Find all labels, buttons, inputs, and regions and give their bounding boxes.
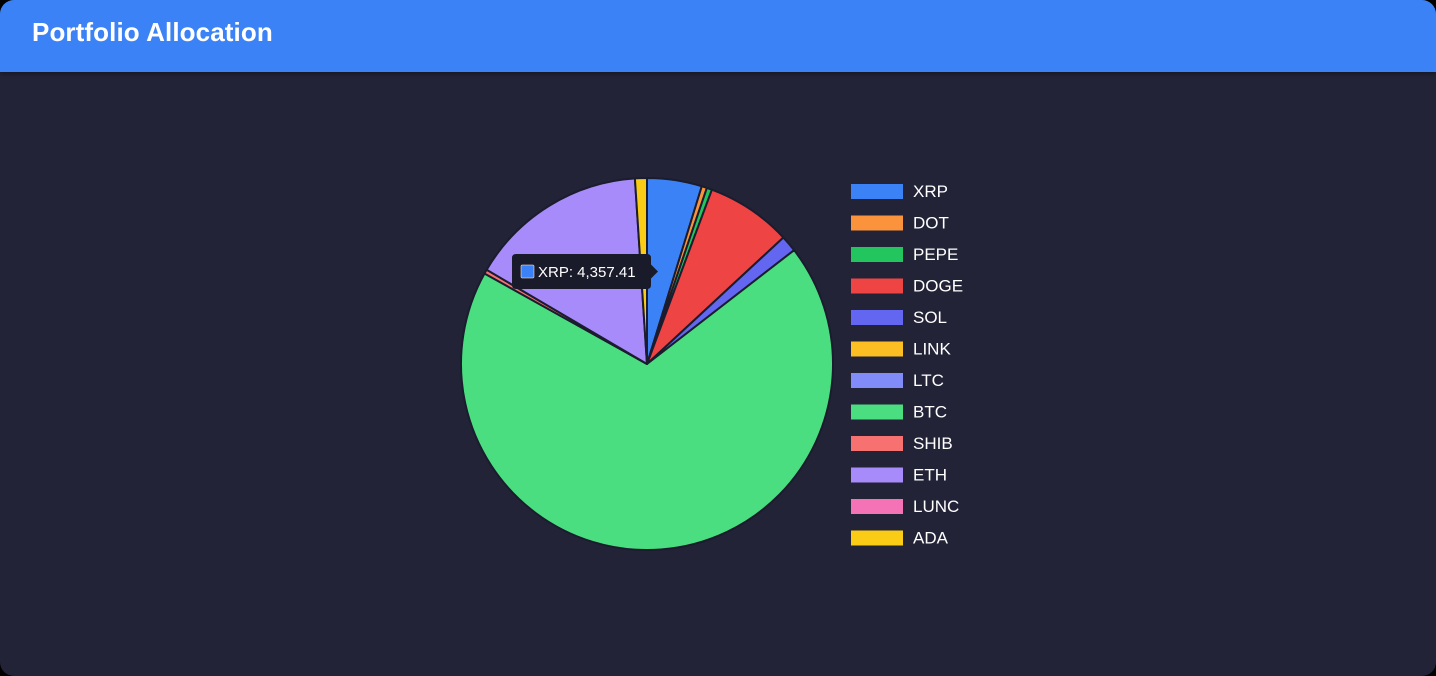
legend-item-xrp[interactable]: XRP xyxy=(851,182,948,201)
legend-label: ADA xyxy=(913,529,949,548)
legend-item-ltc[interactable]: LTC xyxy=(851,371,944,390)
tooltip-label: XRP: 4,357.41 xyxy=(538,264,636,281)
legend-label: DOGE xyxy=(913,277,963,296)
legend-item-sol[interactable]: SOL xyxy=(851,308,947,327)
legend-item-link[interactable]: LINK xyxy=(851,340,951,359)
legend-label: BTC xyxy=(913,403,947,422)
legend-swatch xyxy=(851,247,903,262)
tooltip-background xyxy=(512,254,658,289)
legend-swatch xyxy=(851,467,903,483)
legend-swatch xyxy=(851,310,903,325)
legend-swatch xyxy=(851,499,903,514)
legend-item-ada[interactable]: ADA xyxy=(851,529,949,548)
pie-slices xyxy=(460,176,834,551)
legend-item-dot[interactable]: DOT xyxy=(851,214,949,233)
pie-slice-btc[interactable] xyxy=(460,249,834,551)
legend-label: LTC xyxy=(913,371,944,390)
chart-tooltip: XRP: 4,357.41 xyxy=(512,254,658,289)
legend-swatch xyxy=(851,278,903,294)
legend: XRP DOT PEPE DOGE SOL LINK LTC BTC SHIB ETH LUNC AD… xyxy=(851,182,963,548)
legend-swatch xyxy=(851,436,903,451)
legend-label: LUNC xyxy=(913,497,959,516)
legend-swatch xyxy=(851,530,903,546)
legend-item-eth[interactable]: ETH xyxy=(851,466,947,485)
legend-item-shib[interactable]: SHIB xyxy=(851,434,953,453)
tooltip-swatch xyxy=(520,264,535,279)
page-title: Portfolio Allocation xyxy=(32,17,273,47)
legend-item-doge[interactable]: DOGE xyxy=(851,277,963,296)
legend-label: XRP xyxy=(913,182,948,201)
legend-swatch xyxy=(851,341,903,357)
card-header: Portfolio Allocation xyxy=(0,0,1436,72)
legend-label: SHIB xyxy=(913,434,953,453)
legend-swatch xyxy=(851,184,903,199)
legend-item-lunc[interactable]: LUNC xyxy=(851,497,959,516)
legend-item-btc[interactable]: BTC xyxy=(851,403,947,422)
legend-item-pepe[interactable]: PEPE xyxy=(851,245,958,264)
legend-label: PEPE xyxy=(913,245,958,264)
legend-swatch xyxy=(851,215,903,231)
legend-label: DOT xyxy=(913,214,949,233)
legend-label: ETH xyxy=(913,466,947,485)
legend-label: SOL xyxy=(913,308,947,327)
legend-swatch xyxy=(851,373,903,388)
legend-swatch xyxy=(851,404,903,420)
legend-label: LINK xyxy=(913,340,951,359)
